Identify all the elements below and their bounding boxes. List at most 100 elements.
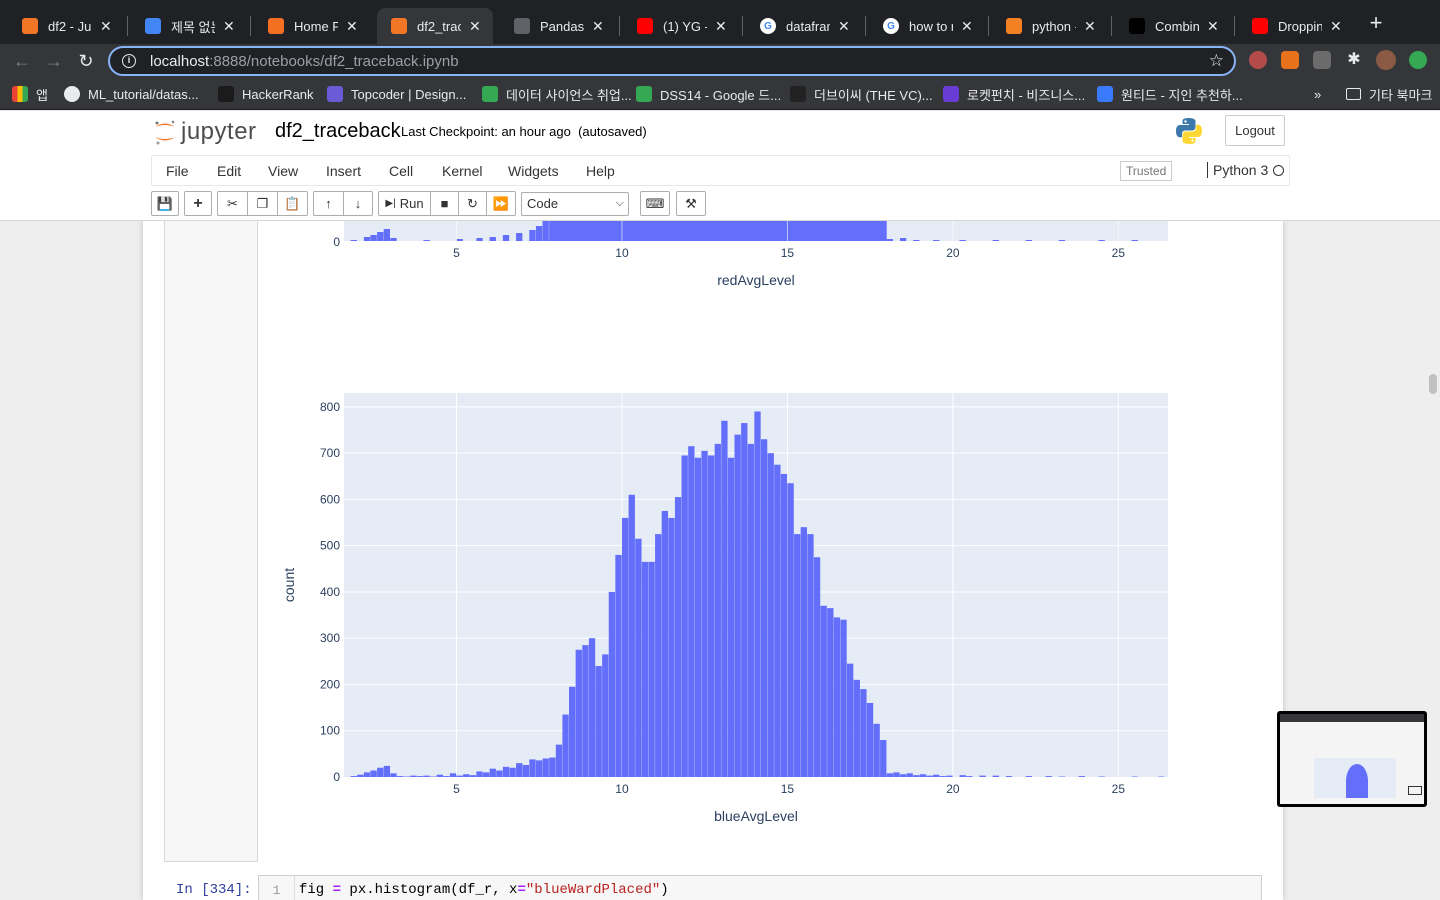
histogram-bar[interactable] <box>933 774 940 777</box>
histogram-bar[interactable] <box>899 774 907 777</box>
histogram-bar[interactable] <box>602 654 609 777</box>
histogram-bar[interactable] <box>489 768 496 777</box>
histogram-bar[interactable] <box>416 776 424 777</box>
tab-close-icon[interactable]: ✕ <box>1084 17 1096 34</box>
histogram-bar[interactable] <box>350 776 357 777</box>
histogram-bar[interactable] <box>535 760 543 777</box>
histogram-bar[interactable] <box>1025 776 1033 777</box>
histogram-bar[interactable] <box>681 455 688 777</box>
tab-close-icon[interactable]: ✕ <box>592 17 604 34</box>
reload-icon[interactable]: ↻ <box>78 51 94 71</box>
histogram-bar[interactable] <box>549 757 556 777</box>
red-histogram-bar[interactable] <box>529 230 536 241</box>
histogram-bar[interactable] <box>866 702 874 777</box>
tab-close-icon[interactable]: ✕ <box>715 17 727 34</box>
histogram-bar[interactable] <box>860 689 867 777</box>
tab-close-icon[interactable]: ✕ <box>961 17 973 34</box>
other-bookmarks-folder[interactable]: 기타 북마크 <box>1346 85 1432 103</box>
histogram-bar[interactable] <box>946 775 953 777</box>
save-icon[interactable]: 💾 <box>156 195 174 211</box>
histogram-bar[interactable] <box>674 497 682 777</box>
menu-widgets[interactable]: Widgets <box>508 163 559 179</box>
insert-cell-plus-icon[interactable]: + <box>193 194 203 212</box>
back-arrow-icon[interactable]: ← <box>13 51 31 71</box>
histogram-bar[interactable] <box>575 649 582 777</box>
red-histogram-bar[interactable] <box>456 239 463 241</box>
menu-help[interactable]: Help <box>586 163 615 179</box>
browser-tab[interactable]: Combining ✕ <box>1115 8 1231 44</box>
kernel-name[interactable]: Python 3 <box>1207 162 1268 178</box>
histogram-bar[interactable] <box>641 561 649 777</box>
bookmark-item[interactable]: HackerRank <box>218 85 314 103</box>
histogram-bar[interactable] <box>542 758 549 777</box>
restart-run-all-icon[interactable]: ⏩ <box>492 195 510 211</box>
histogram-bar[interactable] <box>370 770 377 777</box>
red-histogram-bar[interactable] <box>886 239 894 241</box>
histogram-bar[interactable] <box>608 591 616 777</box>
histogram-bar[interactable] <box>966 776 973 777</box>
histogram-bar[interactable] <box>496 770 503 777</box>
histogram-bar[interactable] <box>635 538 642 777</box>
bookmark-item[interactable]: Topcoder | Design... <box>327 85 466 103</box>
browser-tab[interactable]: Gdataframe ✕ <box>746 8 862 44</box>
browser-tab[interactable]: 제목 없는 문 ✕ <box>131 8 247 44</box>
paste-icon[interactable]: 📋 <box>284 195 301 211</box>
histogram-bar[interactable] <box>688 446 695 777</box>
histogram-bar[interactable] <box>701 450 708 777</box>
red-histogram-bar[interactable] <box>992 240 999 241</box>
menu-view[interactable]: View <box>268 163 299 179</box>
red-histogram-bar[interactable] <box>542 221 549 241</box>
red-histogram-bar[interactable] <box>390 238 397 241</box>
histogram-bar[interactable] <box>377 767 384 777</box>
histogram-bar[interactable] <box>747 443 755 777</box>
red-histogram-bar[interactable] <box>933 240 940 241</box>
histogram-bar[interactable] <box>569 686 576 777</box>
red-histogram-bar[interactable] <box>549 221 887 241</box>
bookmark-item[interactable]: 더브이씨 (THE VC)... <box>790 85 933 103</box>
histogram-bar[interactable] <box>529 759 536 777</box>
histogram-bar[interactable] <box>714 443 721 777</box>
histogram-bar[interactable] <box>469 775 477 777</box>
red-histogram-bar[interactable] <box>1025 240 1033 241</box>
bookmark-item[interactable]: 앱 <box>12 85 48 103</box>
red-histogram-bar[interactable] <box>1058 240 1066 241</box>
tab-close-icon[interactable]: ✕ <box>100 17 112 34</box>
browser-tab[interactable]: df2 - Jupy ✕ <box>8 8 124 44</box>
histogram-bar[interactable] <box>661 510 669 777</box>
histogram-bar[interactable] <box>516 763 523 777</box>
histogram-bar[interactable] <box>357 774 364 777</box>
histogram-bar[interactable] <box>1005 776 1013 777</box>
trusted-indicator[interactable]: Trusted <box>1120 161 1173 181</box>
histogram-bar[interactable] <box>582 645 589 777</box>
histogram-bar[interactable] <box>449 773 457 777</box>
tab-close-icon[interactable]: ✕ <box>838 17 850 34</box>
histogram-bar[interactable] <box>436 774 443 777</box>
histogram-bar[interactable] <box>562 714 569 777</box>
histogram-bar[interactable] <box>668 517 675 777</box>
profile-avatar[interactable] <box>1376 50 1396 70</box>
red-histogram-bar[interactable] <box>489 237 496 241</box>
browser-tab[interactable]: (1) YG - W ✕ <box>623 8 739 44</box>
red-histogram-bar[interactable] <box>516 233 523 241</box>
histogram-bar[interactable] <box>880 739 887 777</box>
histogram-bar[interactable] <box>906 773 913 777</box>
histogram-bar[interactable] <box>396 776 404 777</box>
histogram-bar[interactable] <box>588 638 596 777</box>
menu-file[interactable]: File <box>166 163 189 179</box>
histogram-bar[interactable] <box>787 483 794 777</box>
histogram-bar[interactable] <box>873 723 880 777</box>
browser-tab[interactable]: df2_tracel ✕ <box>377 8 493 44</box>
histogram-bar[interactable] <box>476 771 483 777</box>
move-up-arrow-icon[interactable]: ↑ <box>314 192 344 215</box>
restart-icon[interactable]: ↻ <box>459 192 487 215</box>
histogram-bar[interactable] <box>595 665 602 777</box>
histogram-bar[interactable] <box>363 772 371 777</box>
histogram-bar[interactable] <box>939 776 946 777</box>
logout-button[interactable]: Logout <box>1225 115 1285 146</box>
browser-tab[interactable]: Home Pag ✕ <box>254 8 370 44</box>
red-histogram-bar[interactable] <box>1098 240 1105 241</box>
ex-extension-icon[interactable] <box>1281 51 1299 69</box>
menu-cell[interactable]: Cell <box>389 163 414 179</box>
histogram-bar[interactable] <box>741 423 748 777</box>
